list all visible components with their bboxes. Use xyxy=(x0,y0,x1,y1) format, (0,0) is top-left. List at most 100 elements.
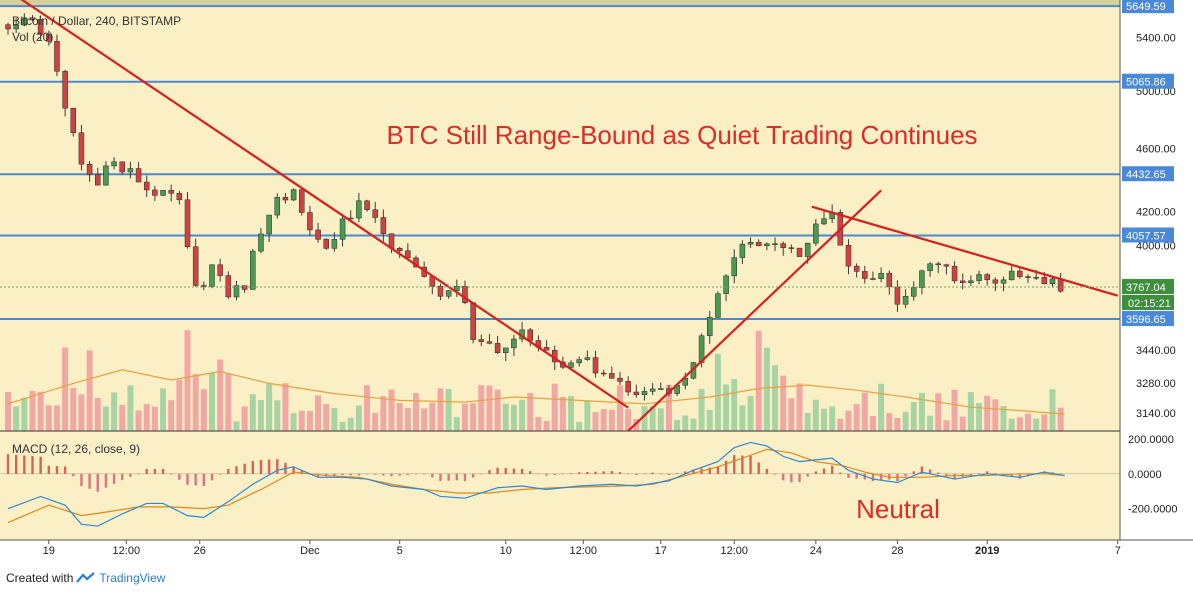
candle-body xyxy=(503,347,509,353)
candle-body xyxy=(315,229,321,240)
macd-histogram-bar xyxy=(382,473,385,476)
macd-histogram-bar xyxy=(749,455,752,474)
volume-bar xyxy=(111,392,118,431)
macd-histogram-bar xyxy=(55,466,59,474)
volume-bar xyxy=(519,399,526,431)
volume-bar xyxy=(935,393,942,431)
macd-histogram-bar xyxy=(365,473,369,475)
macd-histogram-bar xyxy=(480,473,483,475)
candle-body xyxy=(111,161,117,167)
volume-bar xyxy=(755,330,762,431)
trendline xyxy=(811,205,1119,297)
volume-bar xyxy=(682,415,689,431)
macd-histogram-bar xyxy=(520,468,524,474)
candle-body xyxy=(70,107,77,134)
macd-histogram-bar xyxy=(292,466,295,474)
macd-histogram-bar xyxy=(463,473,467,482)
candle-body xyxy=(658,388,664,390)
macd-histogram-bar xyxy=(651,472,654,474)
candle-body xyxy=(862,271,868,279)
volume-bar xyxy=(143,404,150,431)
candle-body xyxy=(46,34,52,42)
candle-body xyxy=(1057,278,1064,292)
tradingview-link[interactable]: TradingView xyxy=(99,571,166,585)
volume-bar xyxy=(62,347,69,431)
created-with-label: Created with xyxy=(6,571,74,585)
macd-histogram-bar xyxy=(830,465,834,474)
volume-bar xyxy=(486,385,493,431)
candle-body xyxy=(821,218,827,225)
volume-bar xyxy=(315,395,322,431)
macd-histogram-bar xyxy=(839,472,842,474)
candle-body xyxy=(307,212,313,231)
candle-body xyxy=(266,214,272,235)
volume-bar xyxy=(192,374,199,431)
top-level-band xyxy=(0,0,1120,7)
macd-histogram-bar xyxy=(80,473,83,486)
candle-body xyxy=(143,181,150,191)
macd-histogram-bar xyxy=(39,456,42,474)
volume-bar xyxy=(29,390,36,431)
candle-body xyxy=(184,199,191,248)
candle-body xyxy=(633,391,640,395)
candle-body xyxy=(462,286,468,303)
volume-bar xyxy=(413,393,419,431)
price-chart[interactable]: 5400.00 5000.00 4600.00 4200.00 4000.00 3440.… xyxy=(0,0,1193,564)
macd-histogram-bar xyxy=(23,455,26,474)
price-axis[interactable]: 5400.00 5000.00 4600.00 4200.00 4000.00 3440.… xyxy=(1122,0,1178,516)
time-tick-label: Dec xyxy=(300,545,320,557)
candle-body xyxy=(274,197,281,216)
last-price-tag xyxy=(1122,278,1174,294)
volume-bar xyxy=(821,408,827,431)
volume-bar xyxy=(527,393,534,431)
macd-histogram-bar xyxy=(121,473,124,480)
macd-histogram-bar xyxy=(186,473,189,485)
volume-bar xyxy=(788,398,795,431)
time-tick-label: 7 xyxy=(1115,545,1121,557)
candle-body xyxy=(86,163,93,175)
level-price-text: 5065.86 xyxy=(1126,77,1166,89)
macd-pane xyxy=(0,441,1120,527)
macd-histogram-bar xyxy=(439,473,442,482)
candle-body xyxy=(486,341,493,344)
time-axis[interactable]: 19 12:00 26 Dec 5 10 12:00 17 12:00 24 28 2019 7 xyxy=(43,540,1121,557)
macd-histogram-bar xyxy=(235,466,238,474)
candle-body xyxy=(878,272,884,279)
macd-histogram-bar xyxy=(937,472,940,474)
macd-tick-label: 0.0000 xyxy=(1128,469,1162,481)
chart-background xyxy=(0,0,1120,540)
candle-body xyxy=(21,17,28,26)
volume-bar xyxy=(396,403,403,431)
price-tick-label: 4600.00 xyxy=(1136,144,1176,156)
volume-bar xyxy=(298,410,305,431)
macd-histogram-bar xyxy=(904,473,907,477)
macd-histogram-bar xyxy=(945,473,948,476)
volume-bar xyxy=(37,391,44,431)
volume-bar xyxy=(445,388,452,431)
candle-body xyxy=(95,174,101,186)
time-tick-label: 2019 xyxy=(975,545,999,557)
candle-body xyxy=(543,347,550,351)
horizontal-levels xyxy=(0,0,1120,321)
macd-histogram-bar xyxy=(504,468,507,474)
candle-body xyxy=(380,217,387,234)
volume-bar xyxy=(878,383,885,431)
candle-body xyxy=(943,264,950,267)
macd-histogram-bar xyxy=(765,468,769,474)
candle-body xyxy=(894,286,901,305)
macd-histogram-bar xyxy=(871,473,875,482)
macd-histogram-bar xyxy=(178,473,181,480)
macd-histogram-bar xyxy=(300,470,303,474)
macd-histogram-bar xyxy=(643,473,646,475)
volume-bar xyxy=(918,392,925,431)
macd-histogram-bar xyxy=(1010,473,1013,477)
last-price-text: 3767.04 xyxy=(1126,282,1166,294)
candle-body xyxy=(935,263,941,266)
candle-body xyxy=(233,285,240,298)
price-tick-label: 3280.00 xyxy=(1136,378,1176,390)
time-tick-label: 26 xyxy=(194,545,206,557)
volume-bar xyxy=(723,384,730,431)
volume-bar xyxy=(421,408,428,431)
candle-body xyxy=(911,287,917,297)
macd-histogram-bar xyxy=(153,468,157,474)
